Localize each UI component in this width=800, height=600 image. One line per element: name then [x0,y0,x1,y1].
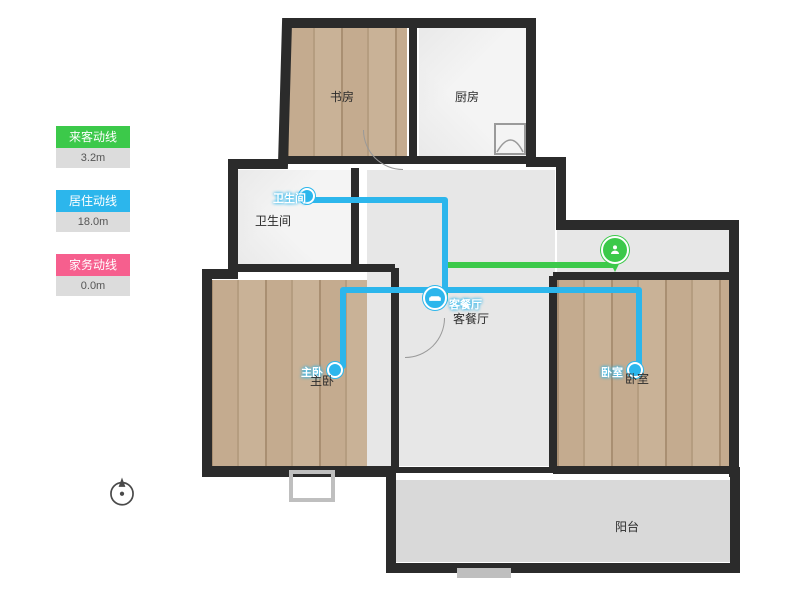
node-卧室 [627,362,643,378]
legend-guest: 来客动线 3.2m [56,126,146,168]
node-label-卧室: 卧室 [601,364,623,380]
node-label-主卧: 主卧 [301,364,323,380]
legend-housework: 家务动线 0.0m [56,254,146,296]
legend-guest-label: 来客动线 [56,126,130,148]
legend-housework-label: 家务动线 [56,254,130,276]
route-legend: 来客动线 3.2m 居住动线 18.0m 家务动线 0.0m [56,126,146,318]
node-label-卫生间: 卫生间 [273,190,306,206]
compass-icon [105,475,139,509]
node-主卧 [327,362,343,378]
node-客餐厅 [423,286,447,310]
legend-housework-value: 0.0m [56,276,130,296]
legend-living: 居住动线 18.0m [56,190,146,232]
legend-living-value: 18.0m [56,212,130,232]
node-label-客餐厅: 客餐厅 [449,296,482,312]
legend-guest-value: 3.2m [56,148,130,168]
legend-living-label: 居住动线 [56,190,130,212]
node-入口 [601,236,629,264]
floorplan: 客餐厅主卧卫生间卧室 书房厨房卫生间主卧卧室客餐厅阳台 [195,10,745,585]
